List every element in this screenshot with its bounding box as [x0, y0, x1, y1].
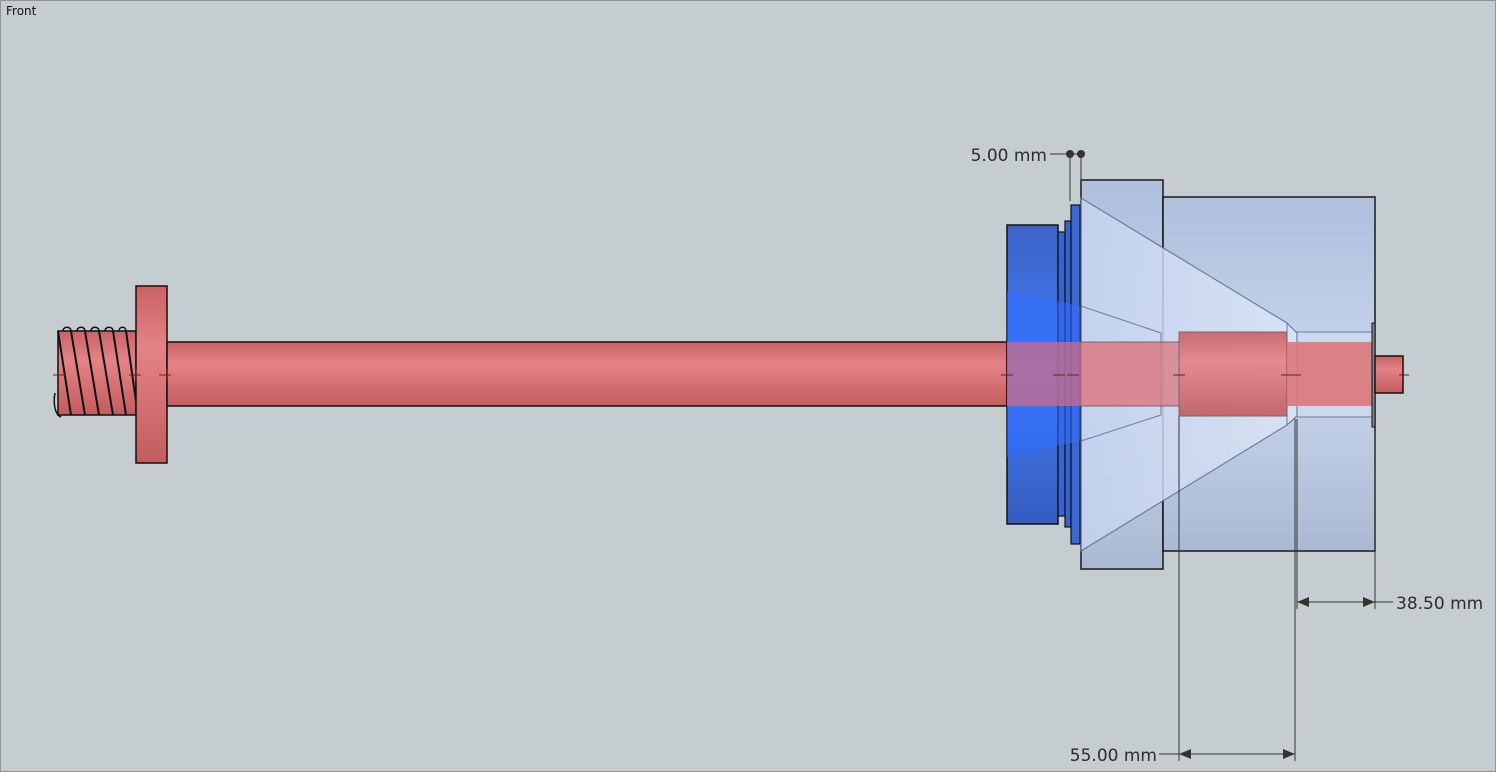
shaft-tip[interactable] [1374, 355, 1404, 394]
dimension-top-gap[interactable]: 5.00 mm [971, 146, 1085, 201]
inner-shaft[interactable] [1007, 331, 1373, 417]
dimension-top-gap-label: 5.00 mm [971, 146, 1047, 166]
main-shaft[interactable] [166, 341, 1008, 407]
dimension-bottom-length-label: 55.00 mm [1070, 746, 1157, 766]
axis-marks [53, 369, 1409, 381]
dimension-bottom-length[interactable]: 55.00 mm [1070, 416, 1296, 766]
dimension-right-offset-label: 38.50 mm [1396, 594, 1483, 614]
view-name-label: Front [6, 4, 37, 18]
dimension-right-offset[interactable]: 38.50 mm [1296, 419, 1483, 614]
spring-coil[interactable] [53, 326, 137, 418]
